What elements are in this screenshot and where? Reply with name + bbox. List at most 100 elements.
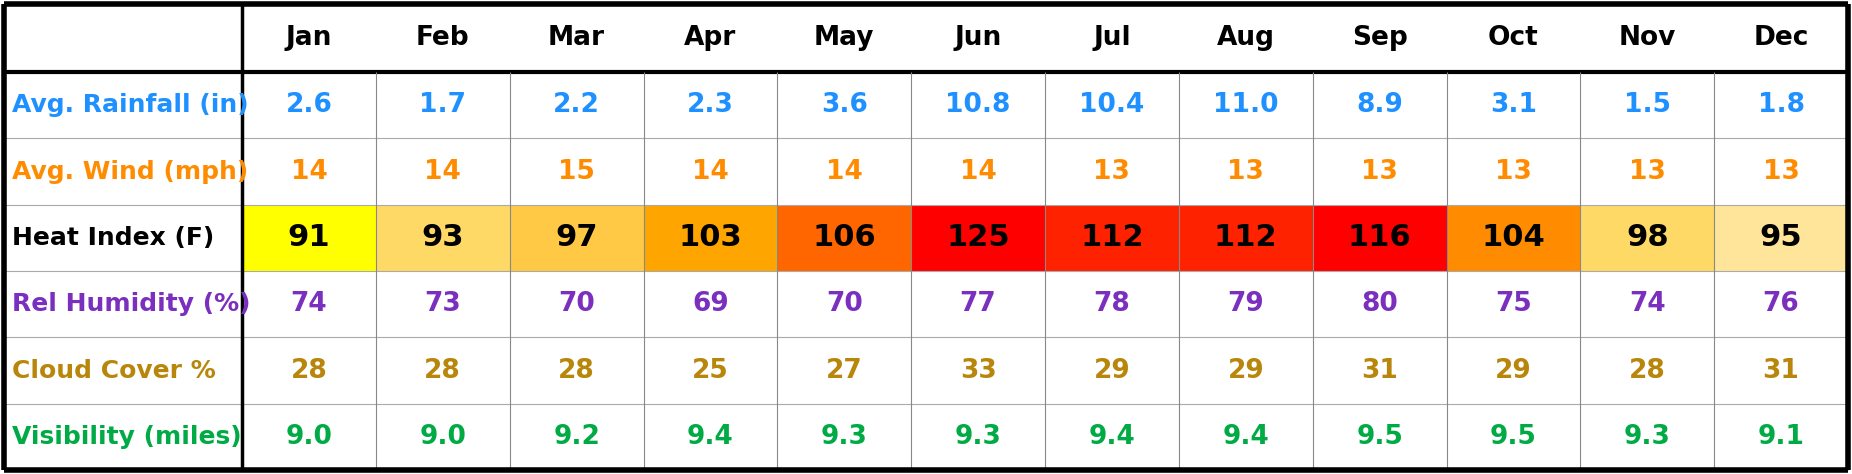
Text: 9.4: 9.4 (1089, 424, 1135, 450)
Text: 28: 28 (557, 357, 594, 383)
Text: 104: 104 (1482, 223, 1545, 252)
Text: 79: 79 (1228, 291, 1265, 317)
Text: 98: 98 (1626, 223, 1669, 252)
Bar (1715, 138, 1848, 205)
Bar (911, 205, 1045, 271)
Bar (376, 205, 509, 271)
Text: Avg. Wind (mph): Avg. Wind (mph) (11, 159, 248, 183)
Bar (1045, 205, 1180, 271)
Text: 1.7: 1.7 (419, 92, 467, 118)
Text: Cloud Cover %: Cloud Cover % (11, 358, 215, 383)
Bar (911, 271, 1045, 337)
Text: 9.3: 9.3 (954, 424, 1002, 450)
Bar (1045, 72, 1180, 138)
Bar (1715, 404, 1848, 470)
Text: 9.4: 9.4 (687, 424, 733, 450)
Text: 9.5: 9.5 (1356, 424, 1404, 450)
Text: 14: 14 (424, 158, 461, 184)
Bar (1313, 72, 1446, 138)
Text: 28: 28 (424, 357, 461, 383)
Text: 11.0: 11.0 (1213, 92, 1278, 118)
Bar (243, 72, 376, 138)
Text: 9.5: 9.5 (1491, 424, 1537, 450)
Text: Visibility (miles): Visibility (miles) (11, 425, 241, 449)
Bar (4, 138, 1848, 205)
Text: 31: 31 (1361, 357, 1398, 383)
Bar (1045, 404, 1180, 470)
Text: 1.5: 1.5 (1624, 92, 1671, 118)
Text: 91: 91 (287, 223, 330, 252)
Bar (243, 138, 376, 205)
Text: 29: 29 (1093, 357, 1130, 383)
Bar (1446, 205, 1580, 271)
Bar (509, 205, 643, 271)
Text: 80: 80 (1361, 291, 1398, 317)
Bar (1045, 271, 1180, 337)
Bar (376, 72, 509, 138)
Text: 13: 13 (1361, 158, 1398, 184)
Text: 27: 27 (826, 357, 863, 383)
Text: Jul: Jul (1093, 25, 1132, 51)
Text: 13: 13 (1763, 158, 1800, 184)
Text: May: May (815, 25, 874, 51)
Text: 9.0: 9.0 (285, 424, 332, 450)
Bar (1313, 404, 1446, 470)
Text: 2.3: 2.3 (687, 92, 733, 118)
Bar (509, 138, 643, 205)
Text: Feb: Feb (417, 25, 470, 51)
Text: 15: 15 (557, 158, 594, 184)
Text: 13: 13 (1495, 158, 1532, 184)
Bar (1580, 337, 1715, 404)
Bar (643, 138, 778, 205)
Text: 14: 14 (959, 158, 996, 184)
Bar (1446, 72, 1580, 138)
Text: Mar: Mar (548, 25, 606, 51)
Text: Dec: Dec (1754, 25, 1809, 51)
Text: 97: 97 (556, 223, 598, 252)
Text: 69: 69 (693, 291, 730, 317)
Bar (376, 337, 509, 404)
Bar (1580, 138, 1715, 205)
Bar (778, 138, 911, 205)
Bar (1715, 72, 1848, 138)
Text: 103: 103 (678, 223, 743, 252)
Text: 75: 75 (1495, 291, 1532, 317)
Text: 93: 93 (422, 223, 465, 252)
Bar (1313, 337, 1446, 404)
Text: 10.8: 10.8 (945, 92, 1011, 118)
Text: 74: 74 (1630, 291, 1665, 317)
Text: 9.3: 9.3 (820, 424, 869, 450)
Text: 25: 25 (693, 357, 730, 383)
Bar (1580, 404, 1715, 470)
Text: Sep: Sep (1352, 25, 1408, 51)
Bar (643, 72, 778, 138)
Bar (243, 337, 376, 404)
Text: 9.2: 9.2 (554, 424, 600, 450)
Text: 29: 29 (1495, 357, 1532, 383)
Bar (1180, 72, 1313, 138)
Text: 33: 33 (959, 357, 996, 383)
Bar (376, 404, 509, 470)
Text: 14: 14 (826, 158, 863, 184)
Text: Jun: Jun (954, 25, 1002, 51)
Bar (643, 205, 778, 271)
Bar (376, 138, 509, 205)
Bar (1180, 404, 1313, 470)
Text: Rel Humidity (%): Rel Humidity (%) (11, 292, 250, 316)
Bar (509, 337, 643, 404)
Text: 9.1: 9.1 (1758, 424, 1804, 450)
Bar (643, 337, 778, 404)
Bar (778, 337, 911, 404)
Bar (1715, 271, 1848, 337)
Bar (1580, 72, 1715, 138)
Bar (243, 205, 376, 271)
Bar (4, 4, 1848, 72)
Bar (1715, 337, 1848, 404)
Bar (1180, 205, 1313, 271)
Bar (1446, 271, 1580, 337)
Bar (778, 271, 911, 337)
Bar (4, 72, 1848, 138)
Bar (509, 72, 643, 138)
Text: 14: 14 (291, 158, 328, 184)
Text: Avg. Rainfall (in): Avg. Rainfall (in) (11, 93, 248, 117)
